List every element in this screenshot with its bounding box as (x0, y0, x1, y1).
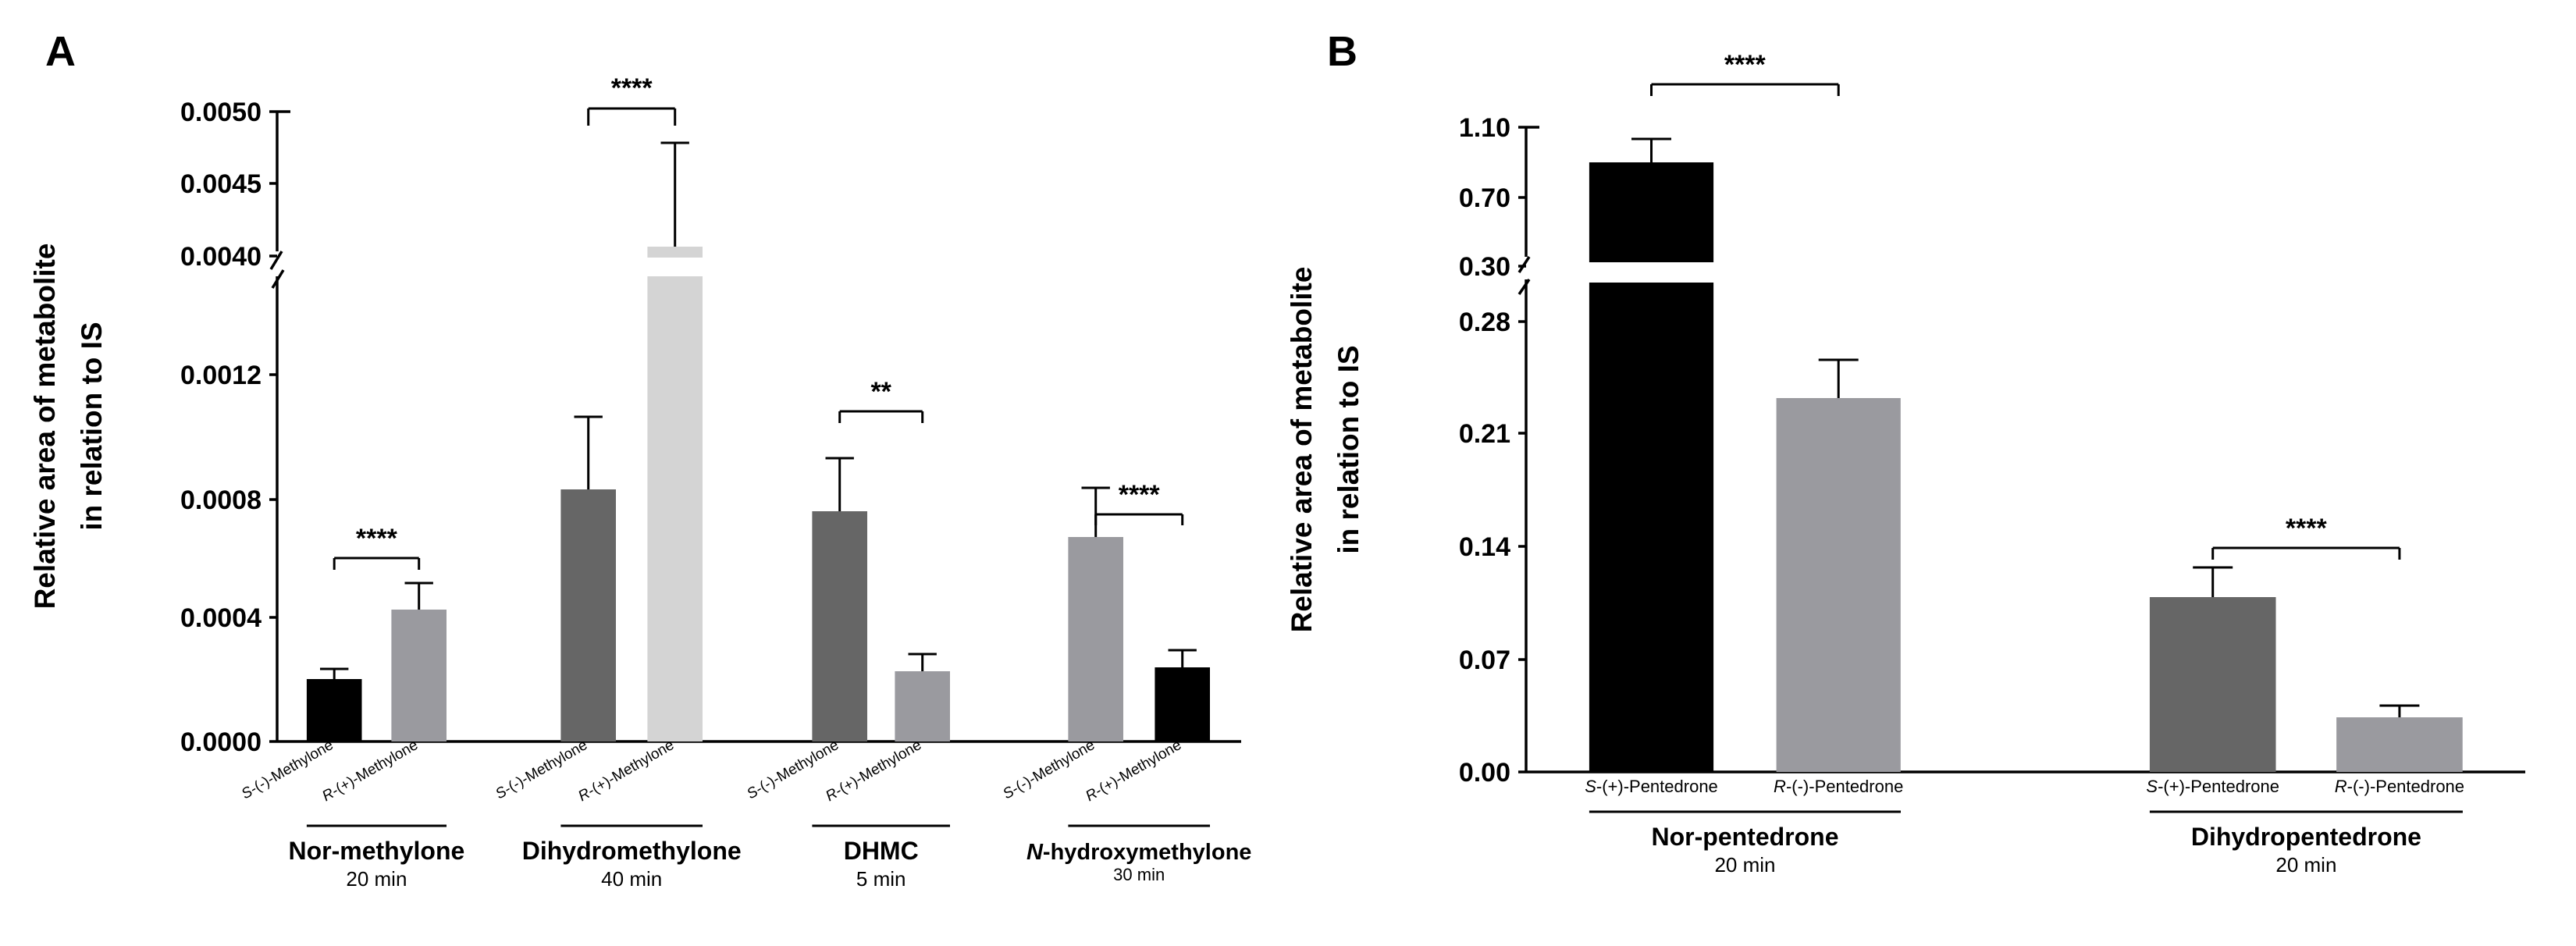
svg-text:R-(+)-Methylone: R-(+)-Methylone (575, 737, 677, 805)
svg-text:0.21: 0.21 (1459, 419, 1510, 449)
svg-text:Dihydromethylone: Dihydromethylone (522, 837, 742, 865)
svg-text:30 min: 30 min (1113, 865, 1165, 884)
svg-text:S-(+)-Pentedrone: S-(+)-Pentedrone (1585, 777, 1718, 796)
svg-text:0.0004: 0.0004 (180, 603, 262, 633)
svg-text:0.14: 0.14 (1459, 532, 1510, 562)
svg-text:0.0045: 0.0045 (180, 169, 262, 199)
svg-text:DHMC: DHMC (844, 837, 919, 865)
svg-text:**: ** (870, 377, 891, 407)
svg-text:****: **** (2286, 514, 2328, 543)
svg-text:20 min: 20 min (346, 867, 407, 891)
svg-text:R-(+)-Methylone: R-(+)-Methylone (1083, 737, 1184, 805)
svg-text:Relative area of metabolite: Relative area of metabolite (29, 244, 61, 610)
svg-text:0.70: 0.70 (1459, 183, 1510, 213)
svg-text:0.30: 0.30 (1459, 252, 1510, 282)
svg-text:R-(+)-Methylone: R-(+)-Methylone (319, 737, 421, 805)
svg-text:****: **** (611, 73, 653, 103)
svg-text:N-hydroxymethylone: N-hydroxymethylone (1026, 840, 1251, 865)
svg-text:0.07: 0.07 (1459, 645, 1510, 675)
svg-text:****: **** (1724, 50, 1767, 80)
svg-text:5 min: 5 min (856, 867, 906, 891)
svg-text:20 min: 20 min (2275, 853, 2336, 877)
svg-text:S-(-)-Methylone: S-(-)-Methylone (493, 737, 590, 802)
svg-text:Dihydropentedrone: Dihydropentedrone (2191, 823, 2421, 851)
svg-text:40 min: 40 min (601, 867, 662, 891)
svg-text:0.28: 0.28 (1459, 308, 1510, 337)
svg-text:S-(-)-Methylone: S-(-)-Methylone (1000, 737, 1098, 802)
svg-text:0.0012: 0.0012 (180, 361, 262, 390)
svg-text:20 min: 20 min (1714, 853, 1775, 877)
svg-text:Nor-methylone: Nor-methylone (289, 837, 465, 865)
svg-text:****: **** (356, 524, 398, 553)
svg-text:in relation to IS: in relation to IS (1332, 345, 1364, 553)
svg-text:Relative area of metabolite: Relative area of metabolite (1288, 267, 1318, 633)
svg-text:0.0000: 0.0000 (180, 727, 262, 757)
svg-text:R-(-)-Pentedrone: R-(-)-Pentedrone (1774, 777, 1903, 796)
svg-text:1.10: 1.10 (1459, 113, 1510, 143)
svg-text:0.0008: 0.0008 (180, 485, 262, 515)
svg-text:in relation to IS: in relation to IS (76, 322, 108, 530)
svg-text:R-(-)-Pentedrone: R-(-)-Pentedrone (2335, 777, 2464, 796)
svg-text:S-(+)-Pentedrone: S-(+)-Pentedrone (2146, 777, 2279, 796)
svg-text:0.00: 0.00 (1459, 758, 1510, 788)
svg-text:0.0040: 0.0040 (180, 242, 262, 272)
svg-text:Nor-pentedrone: Nor-pentedrone (1652, 823, 1839, 851)
svg-text:0.0050: 0.0050 (180, 98, 262, 127)
svg-text:****: **** (1119, 480, 1161, 510)
